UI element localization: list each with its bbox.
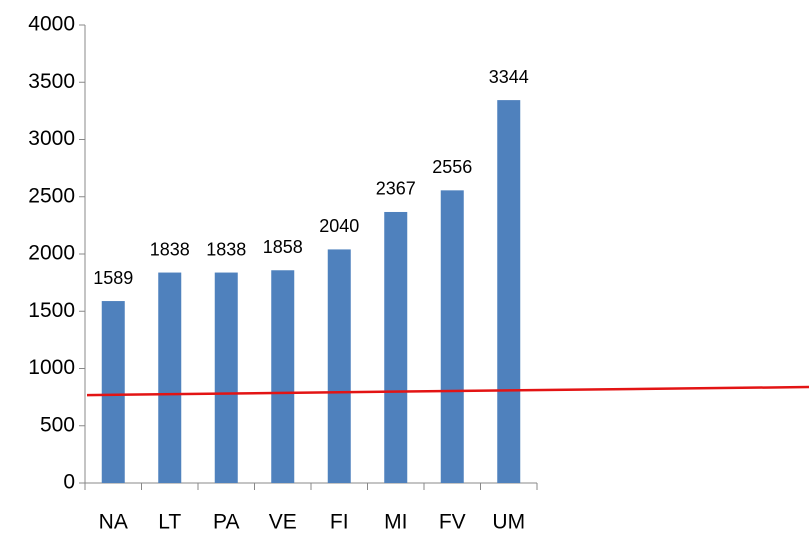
- value-label: 1589: [93, 268, 133, 288]
- x-tick-label: NA: [99, 511, 128, 533]
- x-tick-label: VE: [269, 511, 297, 533]
- value-label: 2556: [432, 157, 472, 177]
- value-label: 3344: [489, 67, 529, 87]
- bar: [497, 100, 521, 483]
- y-tick-label: 500: [40, 413, 75, 436]
- value-label: 2040: [319, 216, 359, 236]
- y-tick-label: 2500: [28, 184, 75, 207]
- bar: [440, 190, 464, 483]
- value-label: 1858: [263, 237, 303, 257]
- bar: [101, 301, 125, 483]
- bar: [158, 272, 182, 483]
- x-tick-label: PA: [213, 511, 239, 533]
- value-label: 2367: [376, 179, 416, 199]
- y-tick-label: 0: [63, 471, 75, 494]
- y-tick-label: 4000: [28, 13, 75, 36]
- x-tick-label: MI: [384, 511, 407, 533]
- x-tick-label: FI: [330, 511, 349, 533]
- trend-line: [86, 385, 809, 397]
- y-tick-label: 1000: [28, 356, 75, 379]
- x-tick-label: FV: [439, 511, 466, 533]
- value-label: 1838: [206, 239, 246, 259]
- y-tick-label: 1500: [28, 299, 75, 322]
- y-tick-label: 2000: [28, 242, 75, 265]
- x-tick-label: LT: [158, 511, 181, 533]
- bar: [214, 272, 238, 483]
- bar: [327, 249, 351, 483]
- x-tick-label: UM: [492, 511, 525, 533]
- y-tick-label: 3500: [28, 70, 75, 93]
- bar: [271, 270, 295, 483]
- value-label: 1838: [150, 239, 190, 259]
- y-tick-label: 3000: [28, 127, 75, 150]
- bar: [384, 211, 408, 483]
